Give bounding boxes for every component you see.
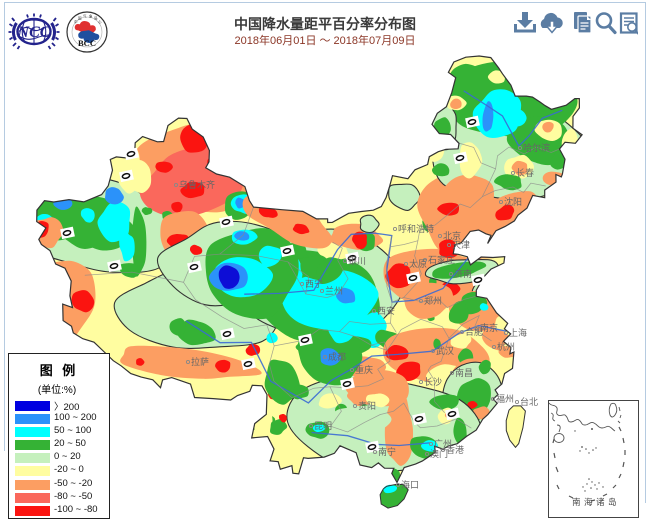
svg-text:广州: 广州 — [434, 438, 452, 449]
svg-text:国: 国 — [78, 16, 82, 21]
svg-text:乌鲁木齐: 乌鲁木齐 — [179, 179, 215, 190]
svg-text:成都: 成都 — [328, 351, 346, 362]
svg-text:BCC: BCC — [78, 38, 96, 48]
svg-text:石家庄: 石家庄 — [428, 254, 455, 265]
svg-text:局: 局 — [94, 16, 98, 21]
svg-text:心: 心 — [98, 19, 102, 24]
svg-text:银川: 银川 — [348, 255, 366, 266]
svg-text:兰州: 兰州 — [325, 285, 343, 296]
svg-text:南昌: 南昌 — [455, 367, 473, 378]
svg-text:济南: 济南 — [454, 268, 472, 279]
svg-text:西宁: 西宁 — [305, 278, 323, 289]
svg-text:重庆: 重庆 — [355, 364, 373, 375]
svg-text:北京: 北京 — [443, 230, 461, 241]
svg-text:南海诸岛: 南海诸岛 — [572, 497, 620, 507]
svg-text:气: 气 — [83, 14, 87, 19]
svg-text:武汉: 武汉 — [436, 345, 454, 356]
svg-text:上海: 上海 — [509, 327, 527, 338]
svg-text:长春: 长春 — [516, 167, 534, 178]
svg-text:天津: 天津 — [452, 240, 470, 250]
svg-text:哈尔滨: 哈尔滨 — [523, 142, 550, 153]
svg-text:NCC: NCC — [17, 24, 51, 41]
svg-text:中: 中 — [74, 19, 78, 24]
svg-text:合肥: 合肥 — [465, 326, 483, 337]
svg-text:澳门: 澳门 — [430, 448, 448, 459]
svg-text:拉萨: 拉萨 — [191, 356, 209, 367]
svg-text:贵阳: 贵阳 — [358, 400, 376, 411]
svg-text:福州: 福州 — [496, 393, 514, 404]
svg-text:郑州: 郑州 — [424, 295, 442, 306]
svg-text:南宁: 南宁 — [378, 446, 396, 457]
svg-text:香港: 香港 — [446, 444, 464, 455]
svg-text:象: 象 — [89, 14, 93, 19]
svg-text:海口: 海口 — [401, 479, 419, 490]
svg-text:昆明: 昆明 — [314, 421, 332, 431]
svg-text:杭州: 杭州 — [497, 341, 515, 352]
svg-text:长沙: 长沙 — [424, 376, 442, 387]
svg-text:台北: 台北 — [520, 396, 538, 407]
svg-text:西安: 西安 — [377, 305, 395, 316]
svg-text:南京: 南京 — [480, 322, 498, 333]
svg-text:太原: 太原 — [409, 258, 427, 269]
svg-text:呼和浩特: 呼和浩特 — [398, 223, 434, 234]
svg-text:沈阳: 沈阳 — [504, 196, 522, 207]
